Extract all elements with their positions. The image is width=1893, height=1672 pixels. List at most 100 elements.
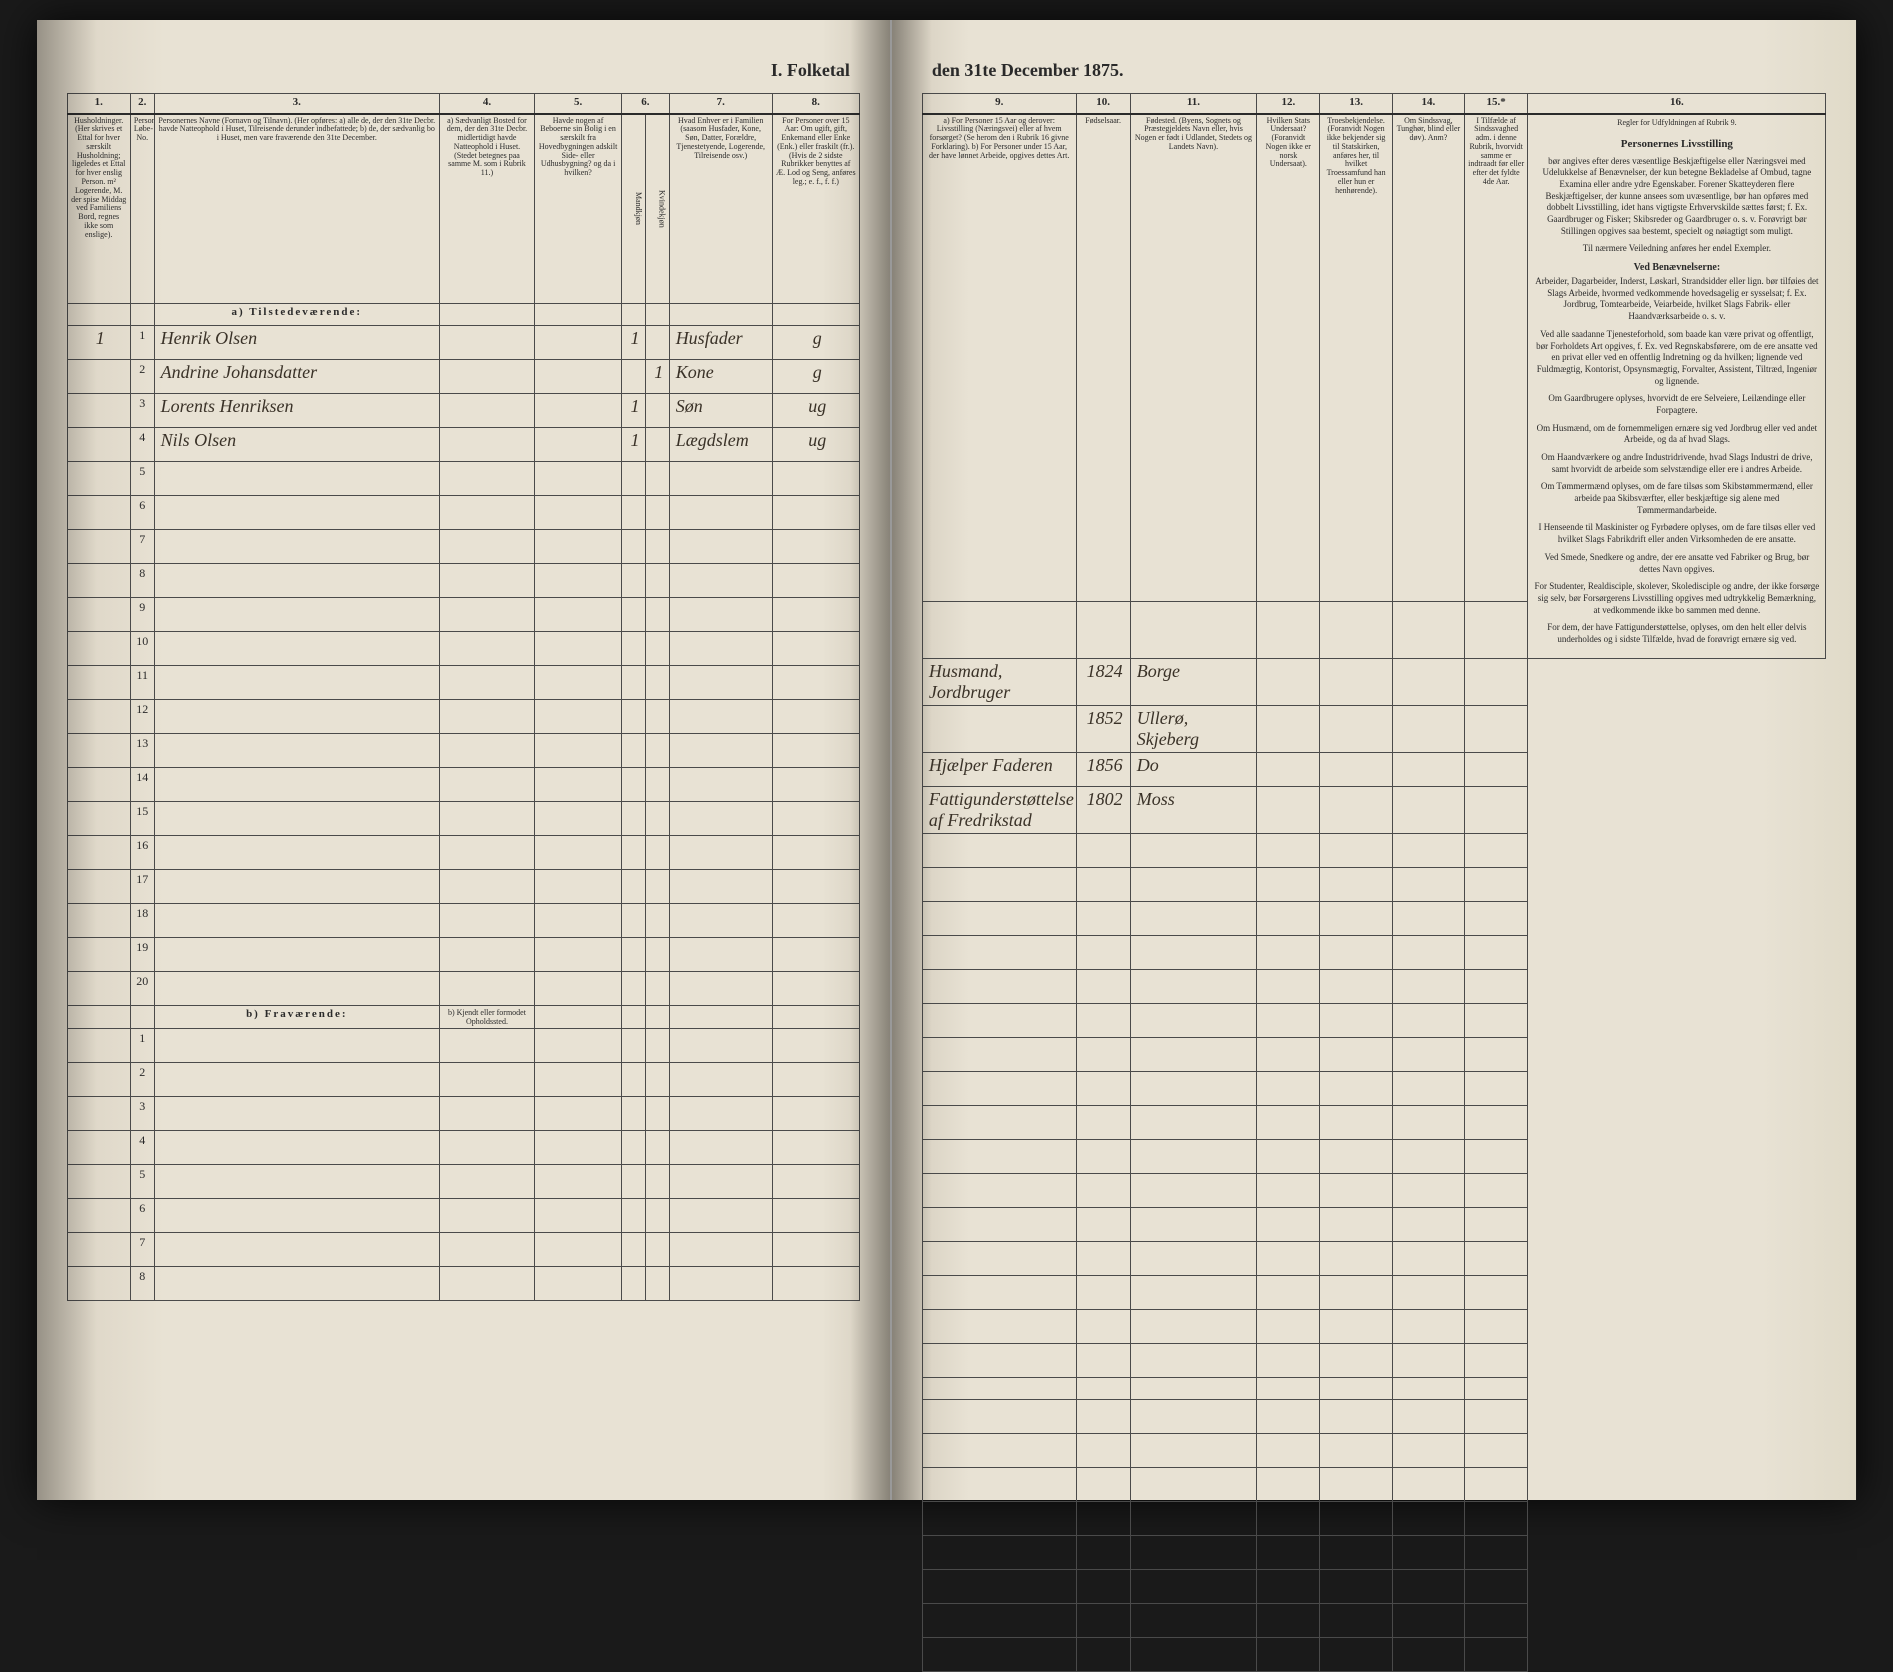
sex-male: 1	[622, 326, 646, 360]
empty-row: 9	[67, 598, 859, 632]
col-num-2: 2.	[130, 94, 154, 114]
person-seq: 3	[130, 394, 154, 428]
col-num-10: 10.	[1076, 94, 1130, 114]
hdr-6a: Mandkjøn	[622, 114, 646, 304]
empty-row	[922, 867, 1826, 901]
birth-place: Ullerø, Skjeberg	[1130, 705, 1257, 752]
empty-row: 1	[67, 1029, 859, 1063]
occupation: Hjælper Faderen	[922, 752, 1076, 786]
hdr-9: a) For Personer 15 Aar og derover: Livss…	[922, 114, 1076, 602]
empty-row: 11	[67, 666, 859, 700]
empty-row	[922, 1501, 1826, 1535]
hdr-6b: Kvindekjøn	[645, 114, 669, 304]
empty-row	[922, 1105, 1826, 1139]
family-role: Søn	[669, 394, 772, 428]
hdr-16-instructions: Regler for Udfyldningen af Rubrik 9. Per…	[1528, 114, 1826, 659]
sex-female	[645, 394, 669, 428]
empty-row: 10	[67, 632, 859, 666]
citizenship	[1257, 658, 1320, 705]
occupation	[922, 705, 1076, 752]
person-row: 3Lorents Henriksen1Sønug	[67, 394, 859, 428]
header-row-right: a) For Personer 15 Aar og derover: Livss…	[922, 114, 1826, 602]
empty-row	[922, 833, 1826, 867]
hdr-14: Om Sindssvag, Tunghør, blind eller døv).…	[1392, 114, 1464, 602]
empty-row	[922, 1139, 1826, 1173]
header-row-left: Husholdninger. (Her skrives et Ettal for…	[67, 114, 859, 304]
hdr-5: Havde nogen af Beboerne sin Bolig i en s…	[535, 114, 622, 304]
col-num-4: 4.	[439, 94, 534, 114]
empty-row	[922, 1241, 1826, 1275]
disability	[1392, 658, 1464, 705]
civil-status: g	[772, 326, 859, 360]
hdr-12: Hvilken Stats Undersaat? (Foranvidt Noge…	[1257, 114, 1320, 602]
person-row: Husmand, Jordbruger1824Borge	[922, 658, 1826, 705]
col-num-3: 3.	[154, 94, 439, 114]
empty-row	[922, 1071, 1826, 1105]
empty-row: 4	[67, 1131, 859, 1165]
empty-row	[922, 1399, 1826, 1433]
household-no: 1	[67, 326, 130, 360]
empty-row: 17	[67, 870, 859, 904]
person-seq: 1	[130, 326, 154, 360]
usual-residence	[439, 394, 534, 428]
citizenship	[1257, 705, 1320, 752]
insanity-onset	[1465, 752, 1528, 786]
disability	[1392, 705, 1464, 752]
empty-row: 8	[67, 564, 859, 598]
col-num-6: 6.	[622, 94, 670, 114]
usual-residence	[439, 428, 534, 462]
empty-row	[922, 1003, 1826, 1037]
person-row: 1852Ullerø, Skjeberg	[922, 705, 1826, 752]
empty-row: 13	[67, 734, 859, 768]
family-role: Lægdslem	[669, 428, 772, 462]
hdr-15: I Tilfælde af Sindssvaghed adm. i denne …	[1465, 114, 1528, 602]
empty-row: 6	[67, 1199, 859, 1233]
person-name: Lorents Henriksen	[154, 394, 439, 428]
sex-male: 1	[622, 428, 646, 462]
section-b-col4: b) Kjendt eller formodet Opholdssted.	[439, 1006, 534, 1029]
person-row: 11Henrik Olsen1Husfaderg	[67, 326, 859, 360]
empty-row	[922, 1309, 1826, 1343]
faith	[1320, 752, 1392, 786]
person-row: Fattigunderstøttelse af Fredrikstad1802M…	[922, 786, 1826, 833]
empty-row: 15	[67, 802, 859, 836]
birth-place: Borge	[1130, 658, 1257, 705]
person-seq: 4	[130, 428, 154, 462]
empty-row: 7	[67, 530, 859, 564]
left-page: I. Folketal 1. 2. 3. 4. 5. 6. 7. 8. Hush…	[37, 20, 892, 1500]
col-num-16: 16.	[1528, 94, 1826, 114]
disability	[1392, 786, 1464, 833]
insanity-onset	[1465, 658, 1528, 705]
civil-status: ug	[772, 428, 859, 462]
birth-year: 1802	[1076, 786, 1130, 833]
empty-row	[922, 1173, 1826, 1207]
empty-row	[922, 1275, 1826, 1309]
empty-row: 5	[67, 1165, 859, 1199]
birth-year: 1824	[1076, 658, 1130, 705]
household-no	[67, 394, 130, 428]
empty-row	[922, 1343, 1826, 1377]
empty-row: 7	[67, 1233, 859, 1267]
right-page: den 31te December 1875. 9. 10. 11. 12. 1…	[892, 20, 1857, 1500]
census-table-left: 1. 2. 3. 4. 5. 6. 7. 8. Husholdninger. (…	[67, 93, 860, 1301]
empty-row	[922, 1535, 1826, 1569]
empty-row	[922, 969, 1826, 1003]
hdr-10: Fødselsaar.	[1076, 114, 1130, 602]
empty-row: 20	[67, 972, 859, 1006]
page-title-left: I. Folketal	[67, 60, 860, 81]
sex-female: 1	[645, 360, 669, 394]
empty-row: 16	[67, 836, 859, 870]
outbuilding	[535, 326, 622, 360]
person-row: Hjælper Faderen1856Do	[922, 752, 1826, 786]
sex-female	[645, 428, 669, 462]
birth-year: 1856	[1076, 752, 1130, 786]
citizenship	[1257, 786, 1320, 833]
empty-row	[922, 1569, 1826, 1603]
page-title-right: den 31te December 1875.	[922, 60, 1827, 81]
occupation: Fattigunderstøttelse af Fredrikstad	[922, 786, 1076, 833]
faith	[1320, 658, 1392, 705]
instructions-heading: Regler for Udfyldningen af Rubrik 9.	[1528, 115, 1825, 132]
birth-place: Moss	[1130, 786, 1257, 833]
usual-residence	[439, 360, 534, 394]
birth-year: 1852	[1076, 705, 1130, 752]
